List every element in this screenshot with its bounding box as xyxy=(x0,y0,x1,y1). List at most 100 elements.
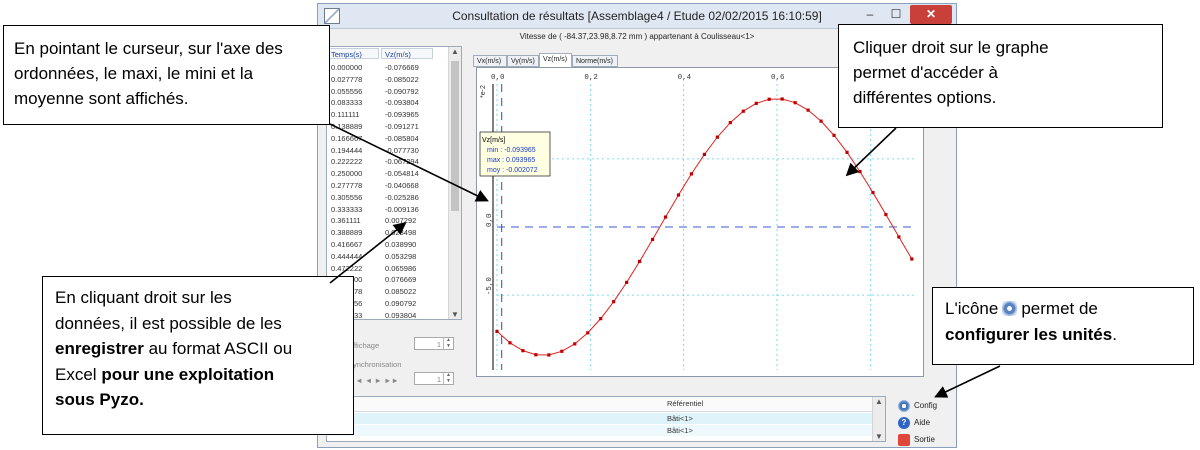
column-header-time[interactable]: Temps(s) xyxy=(327,48,379,59)
sync-spinner[interactable]: 1 ▲ ▼ xyxy=(414,372,454,385)
table-row[interactable]: 0.361111 0.007292 xyxy=(327,214,451,228)
tab-vz[interactable]: Vz(m/s) xyxy=(539,53,572,67)
exit-button[interactable]: Sortie xyxy=(896,432,956,448)
data-point xyxy=(754,101,758,105)
callout-line: En cliquant droit sur les xyxy=(55,288,232,307)
display-value: 1 xyxy=(436,340,441,349)
callout-right-click-graph: Cliquer droit sur le graphe permet d'acc… xyxy=(838,24,1163,128)
vz-cell: 0.090792 xyxy=(385,299,417,308)
table-row[interactable]: 0.000000 -0.076669 xyxy=(327,61,451,75)
config-button[interactable]: Config xyxy=(896,398,956,414)
callout-text: L'icône xyxy=(945,299,999,318)
table-row[interactable]: Bâti<1> xyxy=(327,425,875,436)
data-point xyxy=(547,353,551,357)
help-label: Aide xyxy=(914,418,931,427)
scroll-thumb[interactable] xyxy=(451,61,459,211)
y-tick-label: -5,0 xyxy=(486,277,494,296)
data-point xyxy=(780,97,784,101)
scroll-down-icon[interactable]: ▼ xyxy=(875,432,883,441)
time-cell: 0.055556 xyxy=(331,86,363,96)
maximize-button[interactable]: ☐ xyxy=(890,7,902,21)
data-point xyxy=(806,108,810,112)
gear-icon xyxy=(898,400,910,412)
callout-bold: sous Pyzo. xyxy=(55,390,144,409)
y-multiplier-label: *e-2 xyxy=(480,85,487,98)
vz-cell: -0.093965 xyxy=(385,110,419,120)
x-tick-label: 0,0 xyxy=(491,74,505,82)
data-point xyxy=(521,349,525,353)
vz-cell: 0.093804 xyxy=(385,310,417,320)
data-point xyxy=(663,215,668,219)
tooltip-box xyxy=(479,131,551,177)
referentiel-cell: Bâti<1> xyxy=(667,426,693,435)
column-header-referentiel[interactable]: Référentiel xyxy=(667,399,704,408)
config-label: Config xyxy=(914,401,938,410)
vz-cell: -0.009136 xyxy=(385,204,419,214)
referentiel-cell: Bâti<1> xyxy=(667,414,693,423)
data-point xyxy=(508,341,512,345)
sync-value: 1 xyxy=(436,375,441,384)
callout-bold: configurer les unités xyxy=(945,325,1113,344)
data-point xyxy=(495,329,499,334)
table-row[interactable]: 0.027778 -0.085022 xyxy=(327,73,451,87)
data-point xyxy=(793,101,797,105)
callout-bold: enregistrer xyxy=(55,339,144,358)
scroll-up-icon[interactable]: ▲ xyxy=(875,397,883,406)
tab-vx[interactable]: Vx(m/s) xyxy=(473,55,507,67)
callout-line: enregistrer au format ASCII ou xyxy=(55,336,341,362)
title-bar: Consultation de résultats [Assemblage4 /… xyxy=(318,4,956,29)
callout-line: données, il est possible de les xyxy=(55,313,282,333)
tab-vy[interactable]: Vy(m/s) xyxy=(507,55,539,67)
data-point xyxy=(586,331,590,335)
vz-cell: -0.085022 xyxy=(385,74,419,84)
time-cell: 0.361111 xyxy=(331,216,361,226)
data-point xyxy=(534,353,538,357)
data-point xyxy=(715,135,719,139)
data-point xyxy=(573,342,577,346)
chart-svg[interactable]: 0,00,20,40,60,85,00,0-5,0*e-2Vz[m/s]min … xyxy=(477,68,925,378)
callout-cursor-text: En pointant le curseur, sur l'axe des or… xyxy=(14,39,283,108)
callout-line: L'icône permet de xyxy=(945,296,1181,322)
data-point xyxy=(767,97,771,101)
table-header: Temps(s) Vz(m/s) xyxy=(327,47,451,60)
reference-scrollbar[interactable]: ▲ ▼ xyxy=(872,397,885,441)
minimize-button[interactable]: – xyxy=(866,7,874,21)
callout-cursor-stats: En pointant le curseur, sur l'axe des or… xyxy=(3,25,330,125)
callout-text: Excel xyxy=(55,364,97,384)
x-tick-label: 0,2 xyxy=(584,74,598,82)
data-point xyxy=(637,259,642,264)
data-point xyxy=(676,193,681,197)
spin-arrows-icon[interactable]: ▲ ▼ xyxy=(443,372,453,384)
spin-arrows-icon[interactable]: ▲ ▼ xyxy=(443,337,453,349)
scroll-down-icon[interactable]: ▼ xyxy=(451,310,459,319)
callout-line: Cliquer droit sur le graphe xyxy=(853,38,1049,57)
tooltip-title: Vz[m/s] xyxy=(482,137,505,144)
table-row[interactable]: 0.055556 -0.090792 xyxy=(327,85,451,99)
tab-norme[interactable]: Norme(m/s) xyxy=(572,55,618,67)
tooltip-max: max : 0.093965 xyxy=(487,157,535,164)
playback-buttons[interactable]: ◄◄ ◄ ► ►► xyxy=(348,376,399,385)
x-tick-label: 0,4 xyxy=(678,74,692,82)
table-row[interactable]: 0.083333 -0.093804 xyxy=(327,96,451,110)
data-point xyxy=(741,109,745,113)
help-button[interactable]: ? Aide xyxy=(896,415,956,431)
exit-icon xyxy=(898,434,910,446)
table-row[interactable]: 0.333333 -0.009136 xyxy=(327,203,451,217)
gear-icon xyxy=(1002,301,1018,316)
reference-table[interactable]: Référentiel Bâti<1> Bâti<1> ▲ ▼ xyxy=(326,396,886,442)
column-header-vz[interactable]: Vz(m/s) xyxy=(381,48,433,59)
close-button[interactable]: ✕ xyxy=(910,5,952,24)
table-scrollbar[interactable]: ▲ ▼ xyxy=(448,47,461,319)
callout-line: configurer les unités. xyxy=(945,322,1181,348)
table-row[interactable]: Bâti<1> xyxy=(327,413,875,424)
data-point xyxy=(689,172,694,176)
callout-text: permet de xyxy=(1021,299,1098,318)
time-cell: 0.000000 xyxy=(331,63,363,72)
time-cell: 0.333333 xyxy=(331,204,363,214)
data-point xyxy=(625,280,629,284)
scroll-up-icon[interactable]: ▲ xyxy=(451,47,459,56)
table-row[interactable]: 0.111111 -0.093965 xyxy=(327,108,451,122)
callout-line: différentes options. xyxy=(853,88,997,107)
stats-tooltip: Vz[m/s] min : -0.093965 max : 0.093965 moy … xyxy=(479,131,551,177)
display-spinner[interactable]: 1 ▲ ▼ xyxy=(414,337,454,350)
